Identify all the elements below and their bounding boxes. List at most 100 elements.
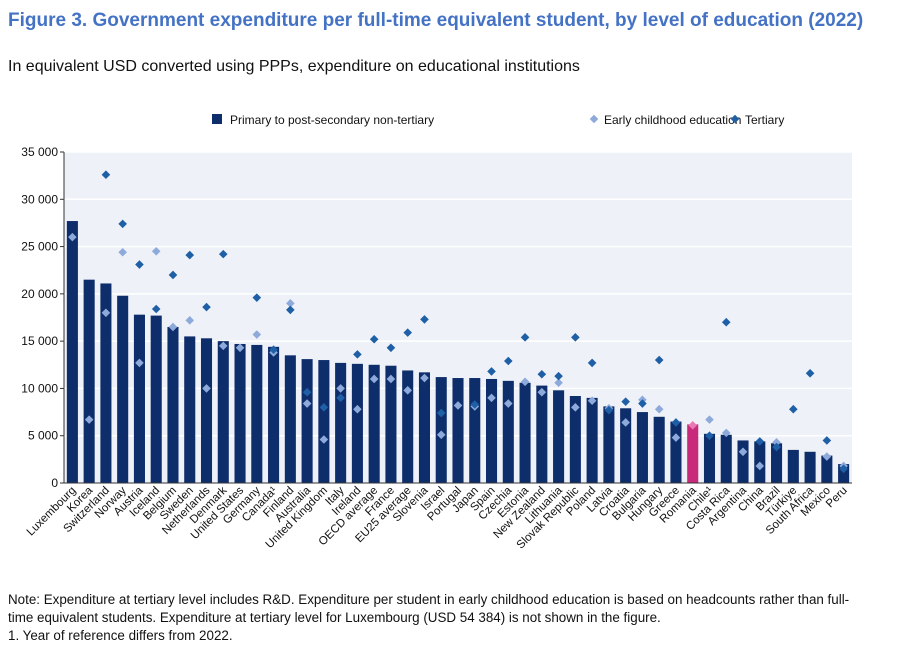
- y-tick-label: 15 000: [21, 334, 58, 348]
- bar: [234, 343, 246, 483]
- early-childhood-marker: [151, 247, 161, 256]
- early-childhood-marker: [235, 343, 245, 353]
- tertiary-marker: [705, 431, 714, 441]
- early-childhood-marker: [420, 373, 429, 383]
- tertiary-marker: [721, 317, 731, 327]
- early-childhood-marker: [386, 374, 396, 384]
- tertiary-marker: [805, 368, 815, 378]
- bar: [368, 364, 380, 483]
- y-tick-label: 10 000: [21, 381, 58, 395]
- legend-swatch-bar: [212, 114, 222, 124]
- bar: [720, 434, 732, 483]
- early-childhood-marker: [571, 403, 580, 412]
- bar: [737, 440, 749, 483]
- tertiary-marker: [839, 464, 848, 474]
- tertiary-marker: [420, 315, 429, 324]
- early-childhood-marker: [68, 232, 77, 242]
- early-childhood-marker: [319, 435, 329, 444]
- early-childhood-marker: [202, 384, 211, 393]
- gridlines: [64, 151, 852, 437]
- early-childhood-marker: [654, 404, 664, 414]
- early-childhood-marker: [84, 415, 94, 424]
- tertiary-marker: [470, 400, 480, 409]
- chart-legend: Primary to post-secondary non-tertiary Ea…: [212, 113, 784, 127]
- bar: [804, 451, 816, 483]
- tertiary-marker: [503, 356, 513, 366]
- early-childhood-marker: [353, 404, 362, 414]
- bar: [653, 416, 665, 483]
- bar-chart: Primary to post-secondary non-tertiary Ea…: [21, 113, 852, 551]
- early-childhood-marker: [436, 430, 446, 440]
- bar: [687, 424, 699, 483]
- early-childhood-marker: [587, 396, 597, 406]
- note-line: time equivalent students. Expenditure at…: [8, 610, 661, 625]
- early-childhood-marker: [453, 401, 463, 410]
- early-childhood-marker: [302, 399, 312, 408]
- tertiary-marker: [587, 358, 597, 368]
- y-tick-label: 35 000: [21, 145, 58, 159]
- tertiary-marker: [621, 397, 630, 406]
- early-childhood-marker: [101, 308, 111, 318]
- bar: [167, 326, 179, 483]
- tertiary-marker: [286, 305, 295, 315]
- early-childhood-marker: [369, 374, 379, 384]
- y-tick-label: 20 000: [21, 287, 58, 301]
- early-childhood-marker: [755, 461, 765, 471]
- y-tick-label: 0: [51, 476, 58, 490]
- bar: [351, 363, 363, 483]
- x-axis: LuxembourgKoreaSwitzerlandNorwayAustriaI…: [25, 482, 852, 551]
- bar: [771, 443, 783, 483]
- bar: [284, 355, 296, 483]
- legend-swatch-tertiary: [730, 114, 740, 124]
- early-childhood-marker: [487, 393, 496, 403]
- bar: [100, 283, 112, 483]
- bar: [83, 279, 95, 483]
- bar: [418, 372, 431, 483]
- bar: [636, 412, 648, 483]
- bar: [385, 365, 397, 483]
- bar: [268, 346, 280, 483]
- y-tick-label: 5 000: [28, 429, 58, 443]
- tertiary-marker: [789, 404, 798, 414]
- bar: [553, 390, 565, 483]
- early-childhood-marker: [738, 447, 748, 457]
- bar: [502, 380, 514, 483]
- chart-subtitle: In equivalent USD converted using PPPs, …: [8, 58, 580, 75]
- tertiary-marker: [269, 345, 278, 354]
- chart-title: Figure 3. Government expenditure per ful…: [8, 10, 864, 31]
- tertiary-marker: [403, 328, 413, 337]
- early-childhood-marker: [772, 438, 781, 447]
- tertiary-marker: [302, 387, 312, 397]
- bar: [301, 359, 313, 483]
- y-tick-label: 30 000: [21, 192, 58, 206]
- early-childhood-marker: [503, 399, 513, 408]
- bar-series: [66, 221, 850, 483]
- tertiary-marker: [654, 355, 664, 365]
- early-childhood-marker: [118, 247, 127, 257]
- bar: [117, 295, 129, 483]
- bar: [485, 378, 498, 483]
- tertiary-marker: [671, 418, 681, 427]
- legend-label: Primary to post-secondary non-tertiary: [230, 113, 434, 127]
- tertiary-marker: [151, 304, 161, 314]
- early-childhood-marker: [621, 418, 630, 427]
- early-childhood-marker: [135, 358, 144, 368]
- tertiary-marker: [101, 170, 111, 179]
- tertiary-marker: [168, 270, 178, 280]
- bar: [184, 336, 196, 483]
- bar: [66, 221, 78, 483]
- tertiary-marker: [554, 371, 563, 381]
- y-tick-label: 25 000: [21, 240, 58, 254]
- tertiary-marker: [436, 408, 446, 418]
- tertiary-marker: [487, 367, 496, 376]
- bar: [469, 378, 481, 483]
- tertiary-marker: [520, 333, 530, 342]
- bar: [569, 395, 581, 483]
- bar: [821, 455, 833, 483]
- early-childhood-marker: [252, 330, 262, 339]
- bar: [200, 338, 213, 483]
- bar: [838, 464, 850, 483]
- bar: [251, 344, 263, 483]
- tertiary-marker: [604, 405, 614, 415]
- early-childhood-marker: [688, 421, 698, 430]
